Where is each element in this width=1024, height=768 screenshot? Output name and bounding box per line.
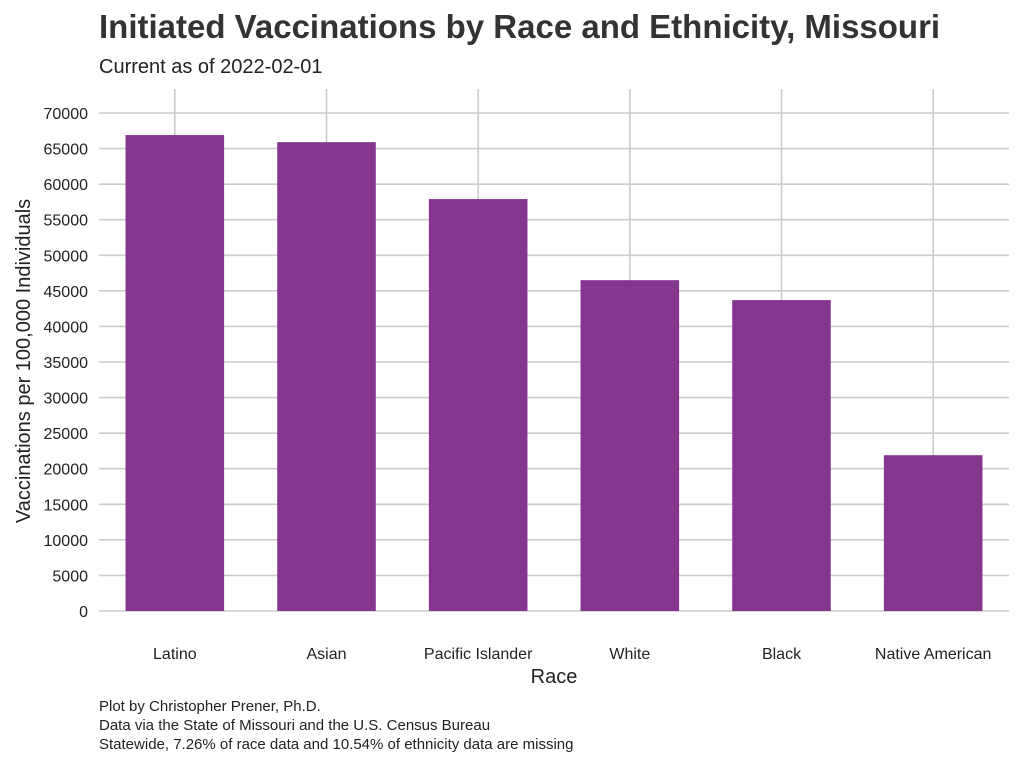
y-tick-label: 35000	[44, 355, 89, 372]
y-tick-label: 5000	[52, 568, 88, 585]
y-tick-label: 15000	[44, 497, 89, 514]
y-tick-label: 65000	[44, 142, 89, 159]
bar-asian	[277, 142, 376, 611]
x-tick-label: White	[609, 646, 650, 663]
x-axis-title: Race	[531, 666, 578, 688]
y-axis-ticks: 0 5000 10000 15000 20000 25000 30000 35000 40000…	[44, 106, 89, 621]
y-tick-label: 40000	[44, 319, 89, 336]
y-tick-label: 0	[79, 604, 88, 621]
x-tick-label: Black	[762, 646, 802, 663]
y-tick-label: 70000	[44, 106, 89, 123]
caption-line-3: Statewide, 7.26% of race data and 10.54%…	[99, 736, 573, 753]
bar-black	[732, 300, 831, 611]
x-tick-label: Pacific Islander	[424, 646, 533, 663]
x-tick-label: Native American	[875, 646, 992, 663]
y-tick-label: 20000	[44, 462, 89, 479]
bars	[125, 135, 983, 611]
y-tick-label: 25000	[44, 426, 89, 443]
y-tick-label: 45000	[44, 284, 89, 301]
x-axis-ticks: Latino Asian Pacific Islander White Black Nat…	[153, 646, 991, 663]
y-tick-label: 60000	[44, 177, 89, 194]
y-axis-title: Vaccinations per 100,000 Individuals	[13, 199, 35, 523]
bar-pacific-islander	[428, 199, 528, 611]
bar-latino	[125, 135, 225, 611]
y-tick-label: 30000	[44, 391, 89, 408]
bar-white	[580, 280, 680, 611]
y-tick-label: 50000	[44, 248, 89, 265]
chart-title: Initiated Vaccinations by Race and Ethni…	[99, 8, 940, 45]
y-tick-label: 10000	[44, 533, 89, 550]
caption-line-2: Data via the State of Missouri and the U…	[99, 717, 490, 734]
y-tick-label: 55000	[44, 213, 89, 230]
gridlines	[99, 89, 1009, 612]
caption-line-1: Plot by Christopher Prener, Ph.D.	[99, 698, 321, 715]
bar-native-american	[883, 455, 983, 611]
x-tick-label: Asian	[306, 646, 346, 663]
x-tick-label: Latino	[153, 646, 197, 663]
chart-subtitle: Current as of 2022-02-01	[99, 56, 322, 78]
